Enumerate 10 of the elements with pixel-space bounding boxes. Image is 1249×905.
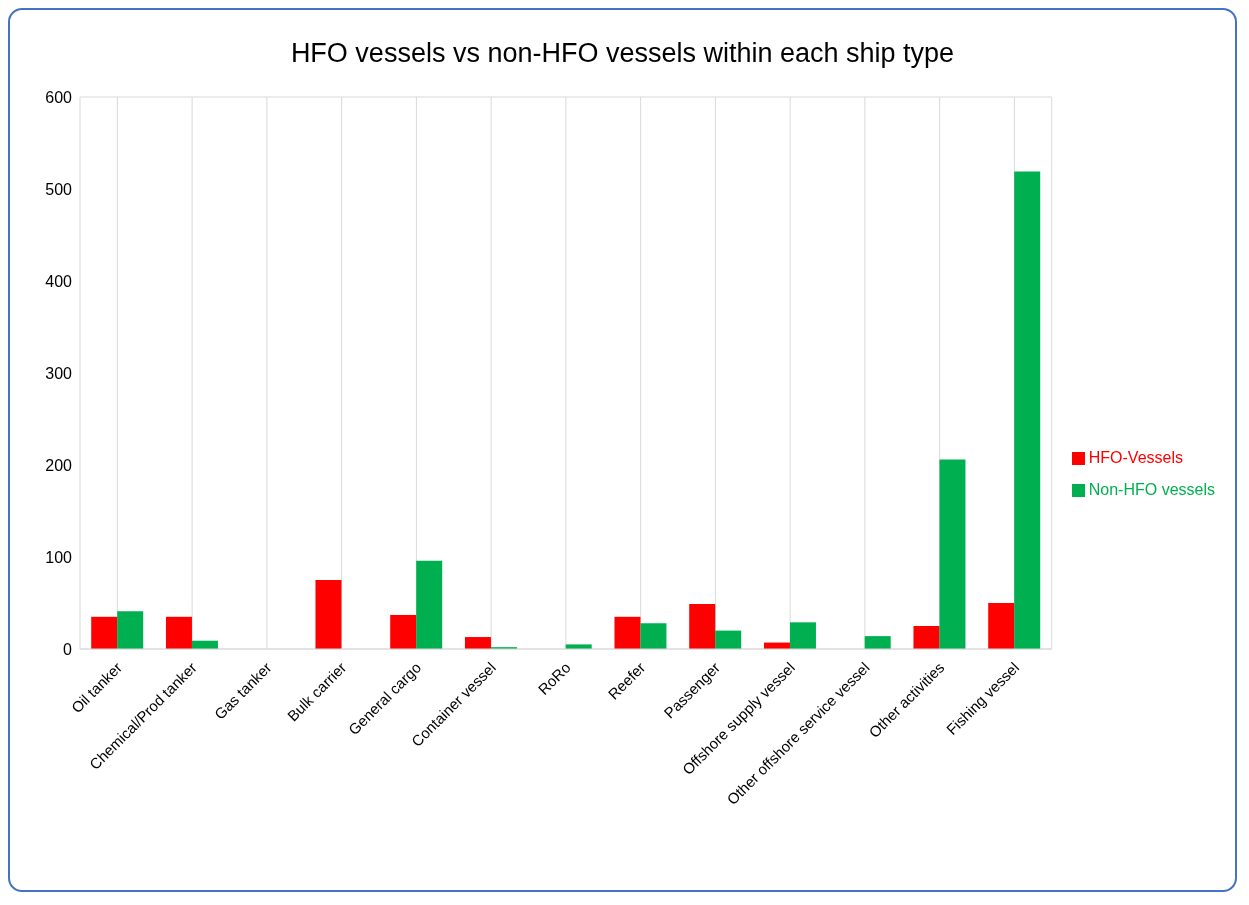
legend-label: Non-HFO vessels <box>1088 481 1215 498</box>
y-tick-label: 200 <box>45 456 73 474</box>
y-tick-label: 0 <box>63 640 73 658</box>
y-tick-label: 600 <box>45 88 73 106</box>
y-tick-label: 500 <box>45 180 73 198</box>
y-tick-label: 300 <box>45 364 73 382</box>
y-tick-label: 100 <box>45 548 73 566</box>
legend-label: HFO-Vessels <box>1088 449 1183 466</box>
chart-title: HFO vessels vs non-HFO vessels within each ship type <box>289 38 956 69</box>
y-tick-label: 400 <box>45 272 73 290</box>
